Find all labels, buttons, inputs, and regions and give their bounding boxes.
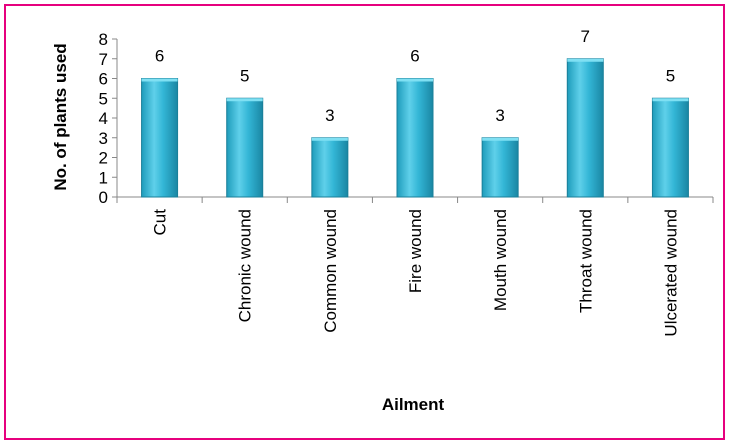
x-tick-label: Fire wound: [406, 209, 425, 293]
y-tick-label: 8: [99, 30, 108, 49]
bar-cap: [311, 137, 348, 141]
bar: [311, 137, 349, 198]
data-label: 5: [666, 66, 675, 85]
bar: [481, 137, 519, 198]
x-tick-label: Throat wound: [576, 209, 595, 313]
y-tick-label: 1: [99, 168, 108, 187]
chart-frame: [4, 4, 725, 440]
data-label: 6: [155, 47, 164, 66]
y-tick-label: 7: [99, 50, 108, 69]
bar-cap: [397, 78, 433, 82]
y-tick-label: 4: [99, 109, 108, 128]
y-tick-label: 6: [99, 70, 108, 89]
x-tick-label: Common wound: [321, 209, 340, 333]
x-axis-title: Ailment: [382, 395, 445, 414]
data-label: 3: [495, 106, 504, 125]
x-tick-label: Mouth wound: [491, 209, 510, 311]
x-tick-label: Chronic wound: [236, 209, 255, 322]
y-axis-title: No. of plants used: [51, 43, 70, 190]
bar-cap: [567, 58, 604, 62]
bar-cap: [141, 78, 178, 82]
bar-cap: [226, 98, 263, 102]
bar-cap: [482, 137, 519, 141]
data-label: 3: [325, 106, 334, 125]
bar-cap: [652, 98, 689, 102]
y-tick-label: 5: [99, 89, 108, 108]
y-tick-label: 2: [99, 149, 108, 168]
data-label: 6: [410, 47, 419, 66]
bars: [141, 58, 689, 198]
bar: [141, 78, 179, 198]
data-label: 7: [581, 27, 590, 46]
data-label: 5: [240, 66, 249, 85]
bar: [651, 97, 689, 198]
x-tick-label: Ulcerated wound: [661, 209, 680, 337]
y-tick-label: 3: [99, 129, 108, 148]
y-tick-label: 0: [99, 188, 108, 207]
bar: [396, 78, 434, 198]
bar: [226, 97, 264, 198]
bar: [566, 58, 604, 198]
x-tick-label: Cut: [151, 209, 170, 236]
